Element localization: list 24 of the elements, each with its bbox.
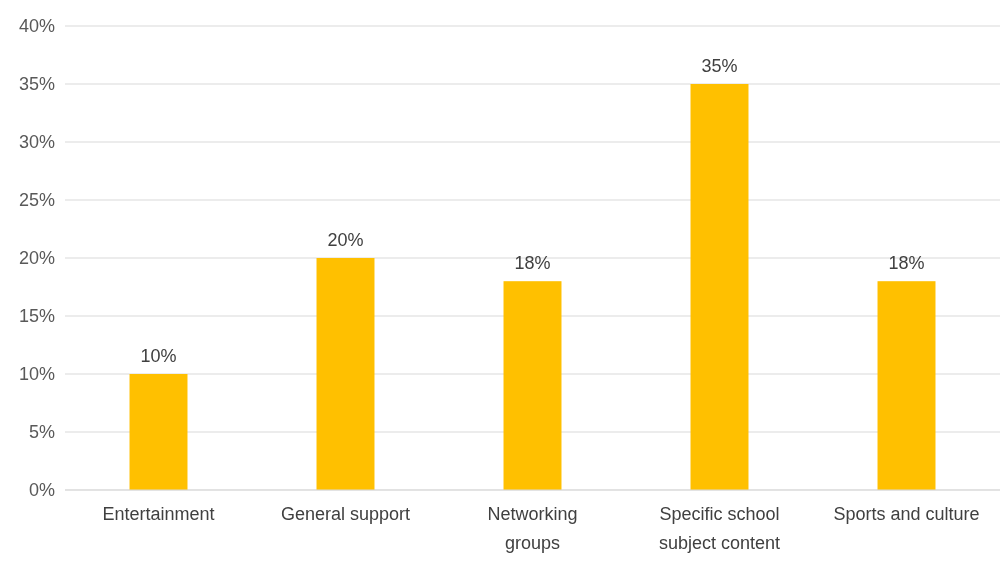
y-tick-label: 20% xyxy=(18,248,55,269)
x-tick-label: General support xyxy=(280,504,411,524)
x-tick-label: Specific school subject content xyxy=(658,504,781,553)
y-tick-label: 35% xyxy=(18,74,55,95)
y-tick-label: 0% xyxy=(28,480,55,501)
bar xyxy=(503,281,562,490)
y-tick-label: 25% xyxy=(18,190,55,211)
y-tick-label: 15% xyxy=(18,306,55,327)
y-tick-label: 10% xyxy=(18,364,55,385)
x-tick-label: Networking groups xyxy=(487,504,578,553)
bar xyxy=(690,84,749,490)
bar xyxy=(877,281,936,490)
y-tick-label: 30% xyxy=(18,132,55,153)
y-tick-label: 5% xyxy=(28,422,55,443)
data-label: 18% xyxy=(888,253,925,274)
bar xyxy=(316,258,375,490)
bar xyxy=(129,374,188,490)
y-tick-label: 40% xyxy=(18,16,55,37)
data-label: 35% xyxy=(701,56,738,76)
x-tick-label: Entertainment xyxy=(102,504,215,524)
data-label: 10% xyxy=(140,346,177,366)
data-label: 20% xyxy=(327,230,364,250)
data-label: 18% xyxy=(514,253,551,274)
x-tick-label: Sports and culture xyxy=(833,504,980,524)
